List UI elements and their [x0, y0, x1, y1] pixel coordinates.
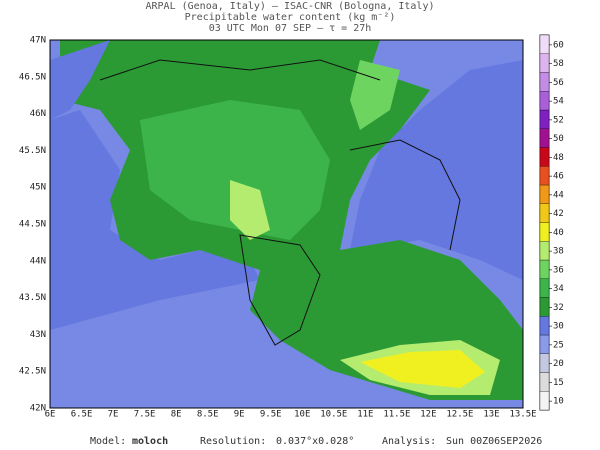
footer-value: moloch — [132, 436, 168, 447]
colorbar-label: 40 — [553, 228, 564, 238]
lat-label: 45.5N — [19, 146, 46, 156]
colorbar-swatch — [539, 372, 550, 392]
colorbar-label: 56 — [553, 78, 564, 88]
colorbar-label: 34 — [553, 284, 564, 294]
lat-label: 44N — [30, 256, 46, 266]
header-line: 03 UTC Mon 07 SEP — τ = 27h — [209, 23, 372, 34]
colorbar-swatch — [539, 316, 550, 336]
colorbar-swatch — [539, 241, 550, 261]
lon-label: 9E — [234, 410, 245, 420]
header-line: ARPAL (Genoa, Italy) — ISAC-CNR (Bologna… — [146, 1, 435, 12]
footer-label: Resolution: — [200, 436, 266, 447]
header-line: Precipitable water content (kg m⁻²) — [185, 12, 396, 23]
lat-label: 43N — [30, 330, 46, 340]
lat-label: 46.5N — [19, 72, 46, 82]
footer-value: Sun 00Z06SEP2026 — [446, 436, 542, 447]
footer-label: Model: — [90, 436, 126, 447]
lat-label: 42.5N — [19, 367, 46, 377]
colorbar-label: 38 — [553, 247, 564, 257]
colorbar-label: 58 — [553, 59, 564, 69]
lat-label: 46N — [30, 109, 46, 119]
lon-label: 11.5E — [383, 410, 410, 420]
lon-label: 9.5E — [260, 410, 282, 420]
lat-label: 44.5N — [19, 220, 46, 230]
colorbar-label: 25 — [553, 340, 564, 350]
colorbar-swatch — [539, 34, 550, 54]
colorbar-label: 30 — [553, 322, 564, 332]
lat-label: 42N — [30, 404, 46, 414]
colorbar-swatch — [539, 203, 550, 223]
colorbar-swatch — [539, 128, 550, 148]
lon-label: 8E — [171, 410, 182, 420]
lon-label: 12.5E — [446, 410, 473, 420]
lat-label: 43.5N — [19, 293, 46, 303]
colorbar-swatch — [539, 166, 550, 186]
colorbar-label: 54 — [553, 97, 564, 107]
lon-label: 7E — [108, 410, 119, 420]
colorbar-label: 48 — [553, 153, 564, 163]
map-frame — [49, 39, 524, 409]
colorbar-swatch — [539, 91, 550, 111]
footer: Model: moloch Resolution: 0.037°x0.028° … — [90, 436, 542, 447]
colorbar-swatch — [539, 72, 550, 92]
footer-value: 0.037°x0.028° — [276, 436, 354, 447]
colorbar-label: 42 — [553, 209, 564, 219]
lon-label: 8.5E — [197, 410, 219, 420]
lon-label: 6.5E — [71, 410, 93, 420]
footer-label: Analysis: — [382, 436, 436, 447]
colorbar-label: 15 — [553, 378, 564, 388]
lat-label: 45N — [30, 183, 46, 193]
lon-label: 7.5E — [134, 410, 156, 420]
colorbar-label: 50 — [553, 134, 564, 144]
colorbar-swatch — [539, 109, 550, 129]
colorbar-swatch — [539, 53, 550, 73]
lon-label: 11E — [357, 410, 373, 420]
colorbar-swatch — [539, 297, 550, 317]
colorbar-label: 44 — [553, 190, 564, 200]
colorbar-label: 20 — [553, 359, 564, 369]
colorbar-label: 60 — [553, 40, 564, 50]
colorbar-swatch — [539, 259, 550, 279]
colorbar-label: 36 — [553, 265, 564, 275]
colorbar-swatch — [539, 278, 550, 298]
lon-label: 10E — [294, 410, 310, 420]
map-field — [50, 40, 523, 408]
lon-label: 13.5E — [509, 410, 536, 420]
colorbar-swatch — [539, 353, 550, 373]
lat-label: 47N — [30, 36, 46, 46]
lon-label: 13E — [483, 410, 499, 420]
colorbar-swatch — [539, 184, 550, 204]
lon-label: 12E — [420, 410, 436, 420]
lon-label: 6E — [45, 410, 56, 420]
colorbar-label: 52 — [553, 115, 564, 125]
colorbar-swatch — [539, 334, 550, 354]
colorbar-swatch — [539, 147, 550, 167]
lon-label: 10.5E — [320, 410, 347, 420]
colorbar-label: 46 — [553, 172, 564, 182]
colorbar-swatch — [539, 222, 550, 242]
colorbar-swatch — [539, 391, 550, 411]
colorbar-label: 10 — [553, 397, 564, 407]
colorbar-label: 32 — [553, 303, 564, 313]
